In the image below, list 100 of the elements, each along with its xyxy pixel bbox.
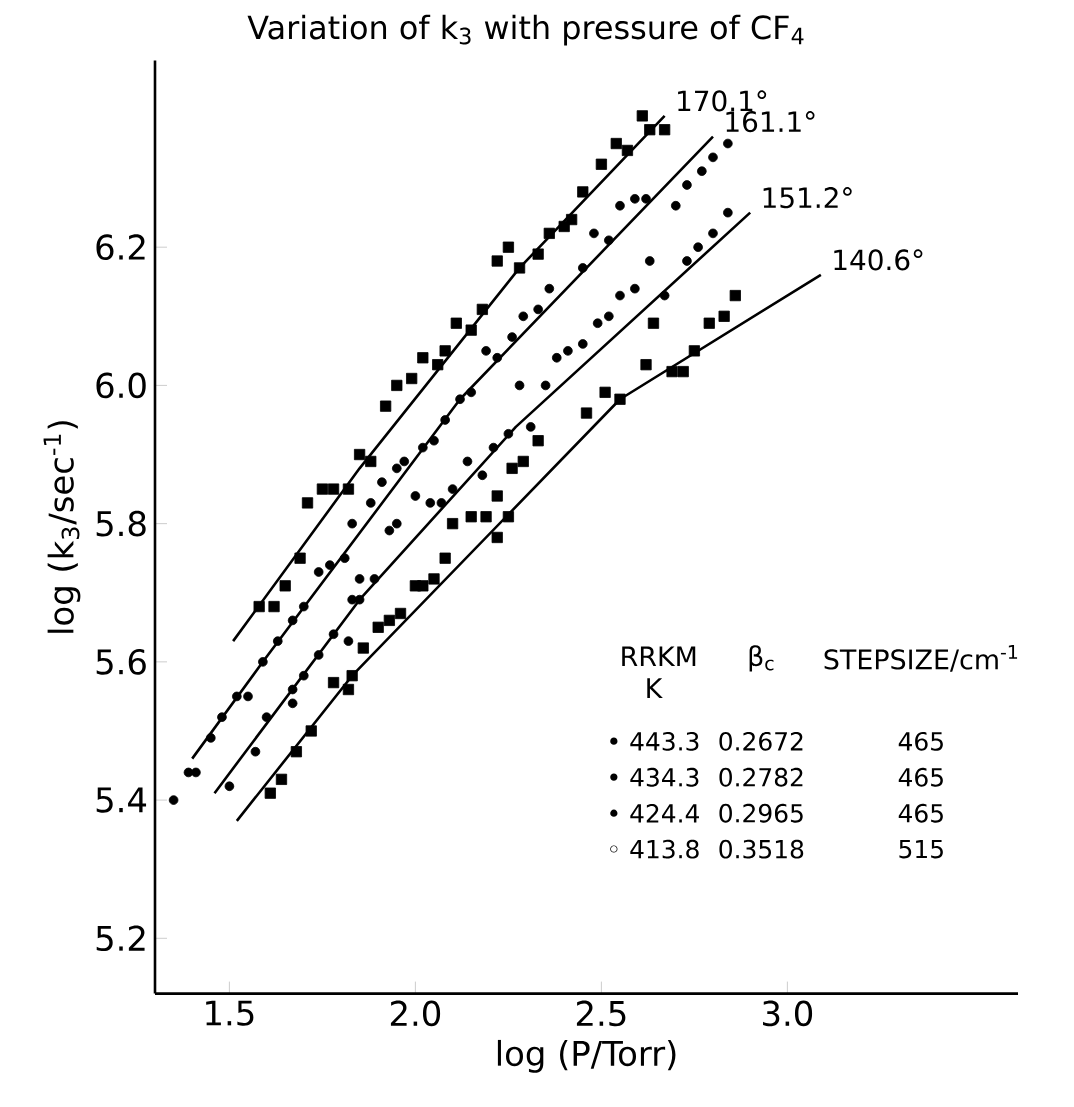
point <box>313 567 324 577</box>
annotation: 465 <box>898 803 943 823</box>
point <box>369 574 380 584</box>
point <box>532 248 544 260</box>
point <box>299 670 309 681</box>
point <box>339 553 350 563</box>
point <box>615 290 625 301</box>
point <box>417 580 429 592</box>
point <box>399 456 410 467</box>
annotation: 515 <box>899 839 943 859</box>
point <box>630 283 640 294</box>
point <box>455 394 465 405</box>
point <box>380 400 392 412</box>
point <box>327 677 340 689</box>
point <box>577 263 588 273</box>
series-label: 140.6° <box>834 249 923 271</box>
x-tick-label: 2.0 <box>390 1000 441 1027</box>
point <box>513 262 526 274</box>
point <box>592 318 603 329</box>
point <box>268 600 280 613</box>
point <box>670 200 681 211</box>
point <box>328 629 339 640</box>
point <box>502 511 514 523</box>
y-axis-title: log (k$_{3}$/sec$^{-1}$) <box>43 421 81 633</box>
point <box>544 283 555 294</box>
point <box>447 484 458 494</box>
point <box>703 317 715 329</box>
point <box>353 448 366 461</box>
y-tick-label: 5.6 <box>96 649 146 675</box>
point <box>327 483 340 495</box>
point <box>391 379 403 392</box>
point <box>425 498 436 508</box>
point <box>580 407 593 419</box>
series-label: 170.1° <box>678 90 767 112</box>
annotation: 465 <box>898 767 943 787</box>
point <box>436 498 447 508</box>
point <box>666 365 678 378</box>
point <box>429 435 439 446</box>
point <box>279 580 291 592</box>
point <box>693 242 703 252</box>
point <box>480 511 492 523</box>
point <box>206 733 216 743</box>
point <box>563 346 573 356</box>
point <box>688 345 700 357</box>
point <box>391 518 402 529</box>
point <box>417 352 429 364</box>
point <box>258 657 268 667</box>
point <box>492 352 503 363</box>
point <box>301 497 314 509</box>
point <box>599 386 611 398</box>
point <box>577 339 588 349</box>
point <box>365 455 377 468</box>
series-label: 151.2° <box>763 187 852 209</box>
series-label: 161.1° <box>726 111 815 133</box>
point <box>432 359 444 371</box>
annotation: RRKM K <box>622 646 696 698</box>
point <box>614 393 626 405</box>
point <box>682 256 692 266</box>
point <box>525 422 536 432</box>
point <box>428 573 440 585</box>
point <box>264 787 276 799</box>
point <box>640 359 652 371</box>
point <box>313 650 324 660</box>
point <box>636 110 648 122</box>
point <box>418 442 428 453</box>
point <box>294 552 306 564</box>
point <box>354 594 365 605</box>
line-series <box>190 135 715 760</box>
point <box>342 683 355 696</box>
x-tick-label: 3.0 <box>763 1000 813 1027</box>
line-series <box>235 273 823 823</box>
point <box>261 712 272 722</box>
point <box>325 560 335 570</box>
point <box>518 311 529 322</box>
point <box>232 691 242 702</box>
point <box>347 518 357 529</box>
annotation: 0.2672 <box>719 731 803 751</box>
point <box>723 138 733 149</box>
point <box>365 498 376 508</box>
point <box>533 304 543 315</box>
annotation: 0.2782 <box>719 767 803 787</box>
point <box>604 311 614 322</box>
point <box>514 380 525 391</box>
annotation: ◦ 413.8 <box>610 839 699 859</box>
point <box>708 228 718 239</box>
point <box>316 483 328 495</box>
annotation: 465 <box>898 731 943 751</box>
point <box>517 455 529 468</box>
point <box>729 289 741 302</box>
point <box>502 241 514 253</box>
point <box>718 310 730 322</box>
point <box>723 207 733 218</box>
point <box>543 227 555 239</box>
point <box>615 200 625 211</box>
point <box>595 158 607 170</box>
point <box>354 574 365 584</box>
point <box>621 144 634 157</box>
annotation: 0.2965 <box>719 803 803 823</box>
point <box>346 670 358 682</box>
point <box>384 525 395 536</box>
